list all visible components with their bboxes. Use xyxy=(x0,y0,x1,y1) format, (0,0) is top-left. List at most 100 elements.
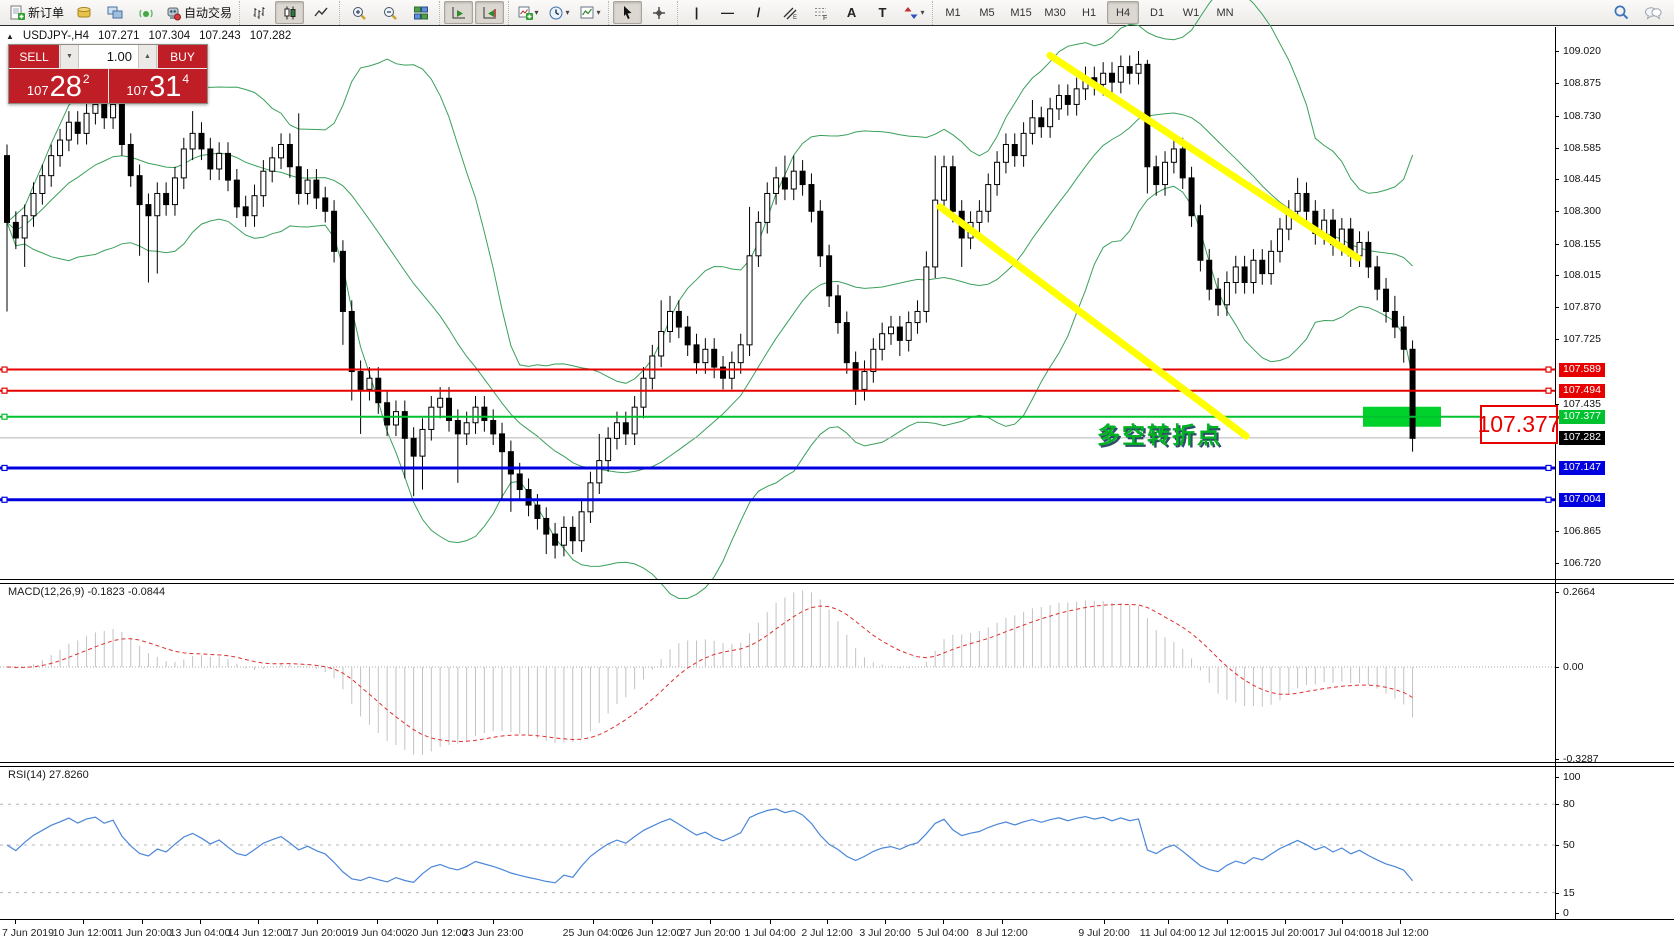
price-axis-tick xyxy=(1555,211,1559,212)
timeframe-m15-label: M15 xyxy=(1010,6,1032,19)
text-button[interactable]: A xyxy=(837,1,866,24)
chevron-down-icon: ▾ xyxy=(920,8,925,17)
new-chart-button[interactable]: ▾ xyxy=(513,1,542,24)
new-order-button-label: 新订单 xyxy=(28,6,65,20)
signals-icon xyxy=(138,5,154,21)
time-label: 11 Jul 04:00 xyxy=(1139,927,1197,939)
timeframe-d1-label: D1 xyxy=(1150,6,1165,19)
candlestick-chart-button[interactable] xyxy=(275,1,305,24)
time-label: 9 Jul 20:00 xyxy=(1078,927,1130,939)
text-label-button[interactable]: T xyxy=(868,1,897,24)
volume-decrease-button[interactable]: ▼ xyxy=(60,45,79,68)
timeframe-w1[interactable]: W1 xyxy=(1175,1,1207,24)
vertical-line-button[interactable]: | xyxy=(682,1,711,24)
price-callout-box[interactable]: 107.377 xyxy=(1477,405,1561,444)
timeframe-w1-label: W1 xyxy=(1182,6,1200,19)
macd-tick-label: 0.2664 xyxy=(1563,586,1596,598)
line-chart-button[interactable] xyxy=(306,1,335,24)
turning-point-annotation[interactable]: 多空转折点 xyxy=(1097,422,1222,448)
volume-increase-button[interactable]: ▲ xyxy=(138,45,157,68)
time-axis-tick xyxy=(652,920,653,924)
horizontal-line-button[interactable]: — xyxy=(713,1,742,24)
toolbar-group xyxy=(239,0,339,25)
timeframe-m30[interactable]: M30 xyxy=(1039,1,1071,24)
zoom-in-button[interactable] xyxy=(344,1,373,24)
volume-input[interactable] xyxy=(79,45,138,68)
symbol-name: USDJPY-,H4 xyxy=(22,30,89,42)
time-axis-tick xyxy=(317,920,318,924)
profiles-button[interactable] xyxy=(100,1,129,24)
arrows-button[interactable]: ▾ xyxy=(899,1,928,24)
styles-button[interactable] xyxy=(69,1,98,24)
arrows-icon xyxy=(903,5,919,21)
cursor-button[interactable] xyxy=(613,1,643,24)
toolbar-group: | — / E F A T ▾ xyxy=(677,0,932,25)
time-axis-tick xyxy=(1342,920,1343,924)
autotrading-button[interactable]: 自动交易 xyxy=(162,1,235,24)
timeframe-m5-label: M5 xyxy=(979,6,995,19)
rsi-axis-tick xyxy=(1555,913,1559,914)
templates-button[interactable]: ▾ xyxy=(575,1,604,24)
buy-button[interactable]: BUY xyxy=(157,45,207,68)
sell-button[interactable]: SELL xyxy=(9,45,60,68)
ohlc-high: 107.304 xyxy=(148,30,191,42)
macd-pane-separator[interactable] xyxy=(0,579,1674,584)
bar-chart-button[interactable] xyxy=(244,1,273,24)
tile-windows-icon xyxy=(413,5,429,21)
toolbar-group: ▾ ▾ ▾ xyxy=(508,0,608,25)
sell-price[interactable]: 107 28 2 xyxy=(9,69,109,103)
time-axis-tick xyxy=(885,920,886,924)
macd-tick-label: 0.00 xyxy=(1563,661,1584,673)
auto-scroll-button[interactable] xyxy=(444,1,474,24)
time-label: 3 Jul 20:00 xyxy=(859,927,911,939)
time-axis-tick xyxy=(1227,920,1228,924)
hline-price-label: 107.589 xyxy=(1559,363,1605,377)
styles-icon xyxy=(76,5,92,21)
price-tick-label: 106.865 xyxy=(1563,525,1601,537)
equidistant-channel-button[interactable]: E xyxy=(775,1,804,24)
tile-windows-button[interactable] xyxy=(406,1,435,24)
trendline-button[interactable]: / xyxy=(744,1,773,24)
time-label: 19 Jun 04:00 xyxy=(346,927,408,939)
crosshair-icon xyxy=(651,5,667,21)
time-axis-tick xyxy=(770,920,771,924)
time-label: 2 Jul 12:00 xyxy=(801,927,853,939)
timeframe-h4-label: H4 xyxy=(1116,6,1131,19)
crosshair-button[interactable] xyxy=(644,1,673,24)
timeframe-h4[interactable]: H4 xyxy=(1107,1,1140,24)
new-order-button[interactable]: 新订单 xyxy=(6,1,67,24)
timeframe-m1[interactable]: M1 xyxy=(937,1,969,24)
timeframe-h1[interactable]: H1 xyxy=(1073,1,1105,24)
time-axis-tick xyxy=(258,920,259,924)
timeframe-mn[interactable]: MN xyxy=(1209,1,1241,24)
time-label: 10 Jun 12:00 xyxy=(52,927,114,939)
zoom-out-button[interactable] xyxy=(375,1,404,24)
signals-button[interactable] xyxy=(131,1,160,24)
price-tick-label: 109.020 xyxy=(1563,45,1601,57)
profiles-icon xyxy=(107,5,123,21)
time-axis-tick xyxy=(1002,920,1003,924)
fibonacci-button[interactable]: F xyxy=(806,1,835,24)
rsi-tick-label: 80 xyxy=(1563,798,1575,810)
timeframe-mn-label: MN xyxy=(1216,6,1234,19)
buy-price[interactable]: 107 31 4 xyxy=(108,69,207,103)
timeframe-m15[interactable]: M15 xyxy=(1005,1,1037,24)
price-axis-border xyxy=(1555,27,1556,920)
rsi-pane-separator[interactable] xyxy=(0,762,1674,767)
timeframe-d1[interactable]: D1 xyxy=(1141,1,1173,24)
time-axis-tick xyxy=(377,920,378,924)
zoom-in-icon xyxy=(351,5,367,21)
periods-button[interactable]: ▾ xyxy=(544,1,573,24)
collapse-panel-icon[interactable]: ▲ xyxy=(6,32,14,41)
rsi-tick-label: 0 xyxy=(1563,907,1569,919)
community-chat-button[interactable] xyxy=(1638,1,1667,24)
time-axis-tick xyxy=(710,920,711,924)
time-label: 8 Jul 12:00 xyxy=(976,927,1028,939)
time-label: 26 Jun 12:00 xyxy=(621,927,683,939)
chart-window[interactable] xyxy=(0,27,1674,921)
search-button[interactable] xyxy=(1607,1,1636,24)
chart-shift-button[interactable] xyxy=(475,1,505,24)
time-axis-tick xyxy=(1104,920,1105,924)
timeframe-m5[interactable]: M5 xyxy=(971,1,1003,24)
